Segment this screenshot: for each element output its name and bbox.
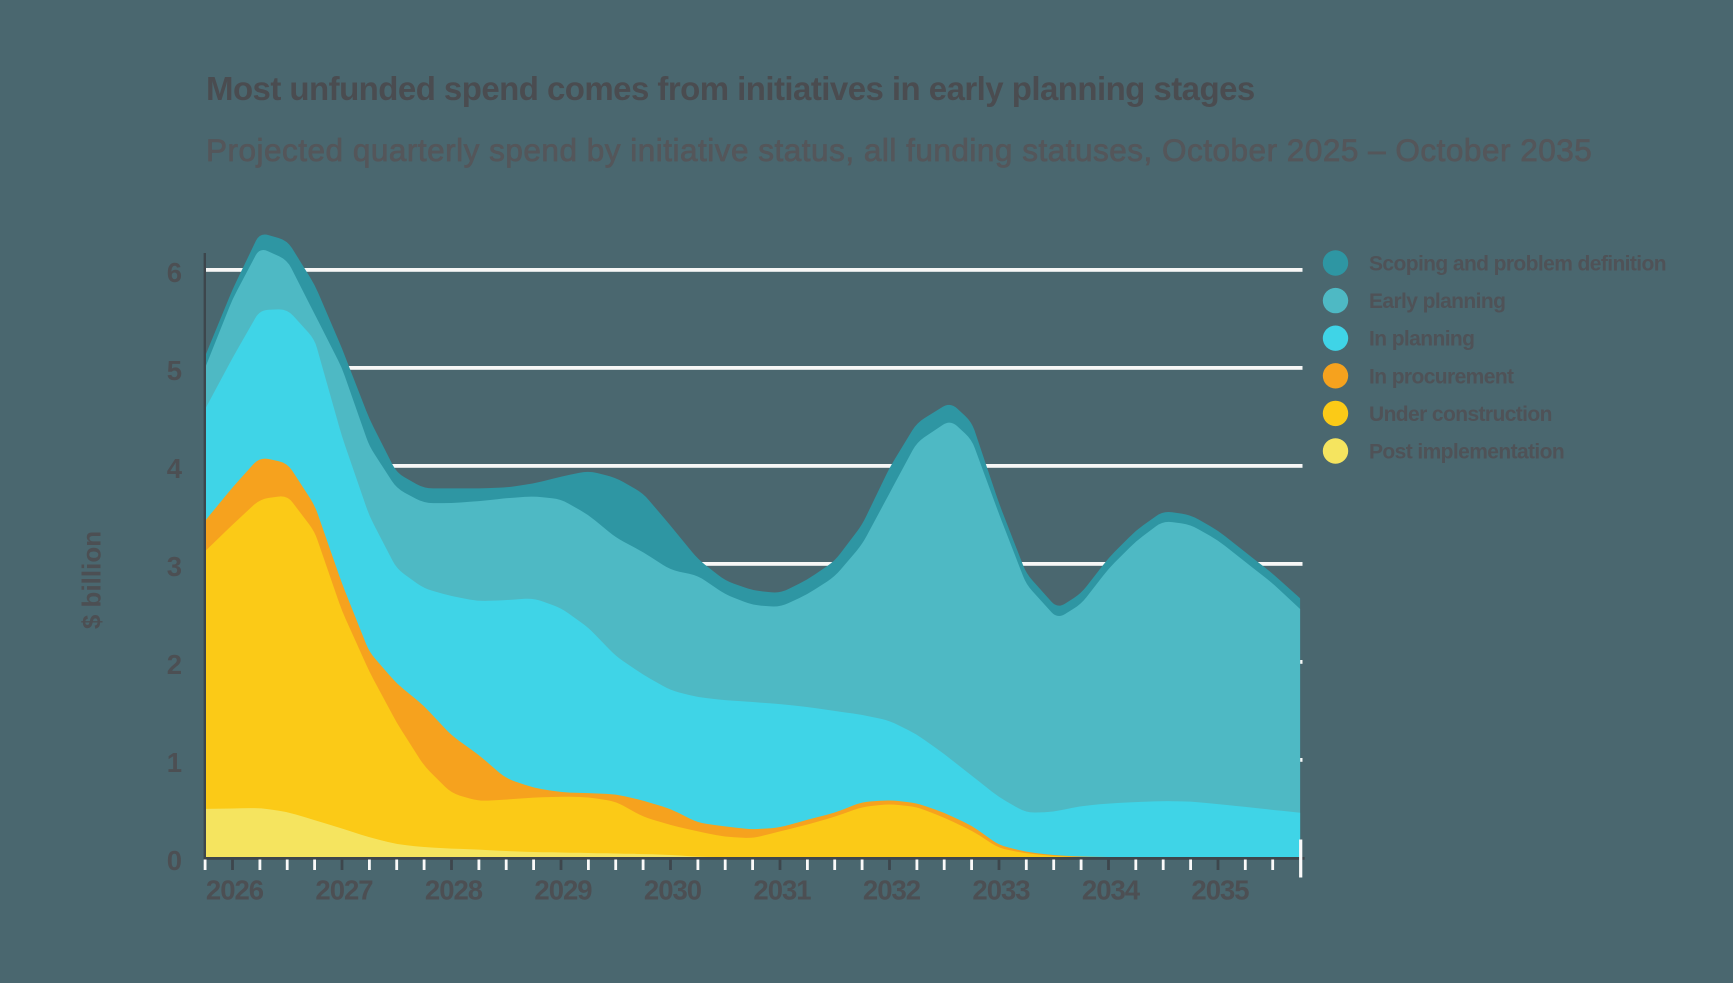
svg-text:1: 1 [167, 747, 182, 778]
svg-text:0: 0 [167, 845, 182, 876]
svg-text:2: 2 [167, 649, 182, 680]
svg-text:Projected quarterly spend by i: Projected quarterly spend by initiative … [206, 132, 1592, 168]
svg-text:2026: 2026 [206, 875, 264, 906]
svg-text:6: 6 [167, 257, 182, 288]
svg-text:5: 5 [167, 355, 182, 386]
svg-text:Most unfunded spend comes from: Most unfunded spend comes from initiativ… [206, 70, 1255, 107]
svg-text:2028: 2028 [425, 875, 483, 906]
svg-text:2032: 2032 [863, 875, 921, 906]
svg-text:2030: 2030 [644, 875, 702, 906]
svg-text:4: 4 [167, 453, 183, 484]
svg-text:Post implementation: Post implementation [1369, 441, 1564, 464]
svg-text:Early planning: Early planning [1369, 290, 1505, 313]
svg-text:In planning: In planning [1369, 328, 1474, 351]
svg-text:In procurement: In procurement [1369, 365, 1514, 388]
svg-text:2035: 2035 [1191, 875, 1249, 906]
svg-text:2033: 2033 [972, 875, 1030, 906]
svg-text:Under construction: Under construction [1369, 403, 1552, 426]
svg-text:2029: 2029 [534, 875, 592, 906]
svg-text:2031: 2031 [753, 875, 811, 906]
svg-text:Scoping and problem definition: Scoping and problem definition [1369, 253, 1666, 276]
svg-text:2034: 2034 [1082, 875, 1141, 906]
svg-text:$ billion: $ billion [77, 531, 107, 629]
svg-text:2027: 2027 [315, 875, 373, 906]
svg-text:3: 3 [167, 551, 182, 582]
